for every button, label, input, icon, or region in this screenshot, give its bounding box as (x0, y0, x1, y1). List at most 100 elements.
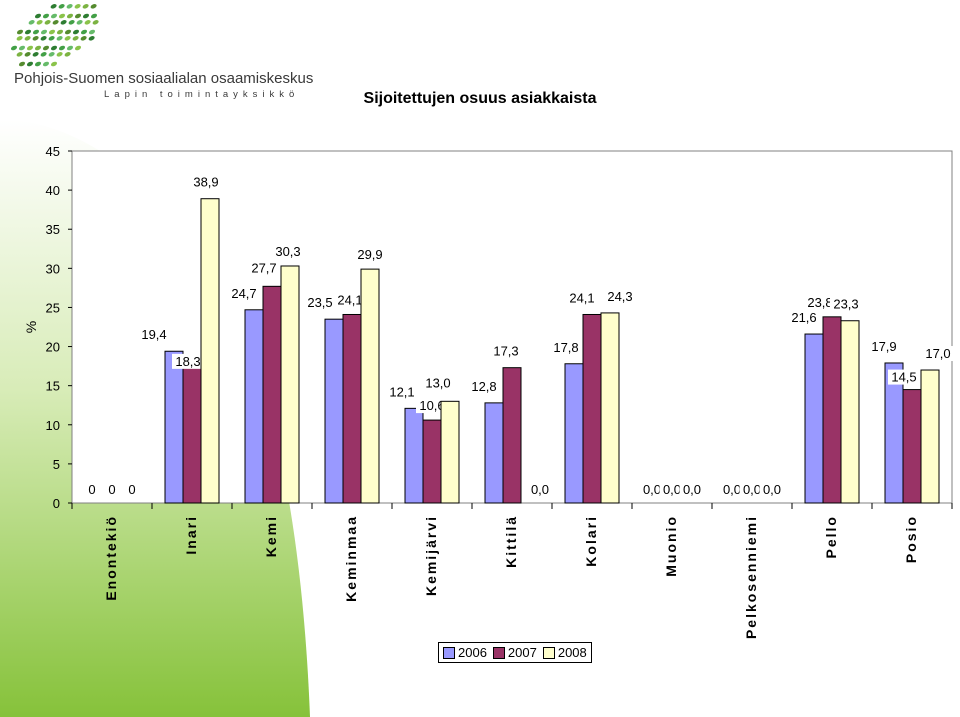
y-tick-label: 0 (53, 496, 60, 511)
legend-item-2006: 2006 (443, 645, 487, 660)
data-label-bg (526, 482, 554, 497)
data-label-bg (190, 174, 222, 190)
data-label-bg (416, 398, 448, 414)
data-label-bg (334, 292, 366, 308)
legend-item-2008: 2008 (542, 645, 587, 660)
y-tick-label: 25 (46, 300, 60, 315)
data-label-Posio-2008: 17,0 (925, 346, 950, 361)
category-label-Muonio: Muonio (663, 515, 679, 577)
logo-dots-icon (10, 4, 99, 67)
data-label-bg (804, 294, 836, 310)
data-label-bg (922, 346, 954, 362)
data-label-bg (739, 482, 765, 497)
logo-name: Pohjois-Suomen sosiaalialan osaamiskesku… (14, 70, 314, 87)
bar-Kemi-2008 (280, 265, 300, 504)
y-tick-label: 45 (46, 144, 60, 159)
data-label-Muonio-2008: 0,0 (683, 482, 701, 497)
data-label-bg (272, 243, 304, 259)
legend-label-2006: 2006 (458, 645, 487, 660)
data-label-Inari-2006: 19,4 (141, 327, 166, 342)
data-label-Inari-2008: 38,9 (193, 175, 218, 190)
bar-Inari-2008 (200, 198, 220, 504)
data-label-bg (86, 482, 98, 497)
data-label-Posio-2006: 17,9 (871, 339, 896, 354)
data-label-Kemi-2006: 24,7 (231, 286, 256, 301)
data-label-Posio-2007: 14,5 (891, 370, 916, 385)
category-label-Pelkosenniemi: Pelkosenniemi (743, 515, 759, 639)
bar-Kittilä-2007 (502, 367, 522, 504)
data-label-Pello-2008: 23,3 (833, 297, 858, 312)
data-label-bg (868, 338, 900, 354)
category-label-Kittilä: Kittilä (503, 515, 519, 568)
data-label-Kittilä-2006: 12,8 (471, 379, 496, 394)
data-label-Kemi-2008: 30,3 (275, 244, 300, 259)
bar-Posio-2007 (902, 389, 922, 504)
bar-Kemi-2007 (262, 285, 282, 504)
data-label-Keminmaa-2007: 24,1 (337, 292, 362, 307)
bar-Pello-2006 (804, 333, 824, 504)
legend-swatch-2008 (542, 646, 555, 659)
y-tick-label: 20 (46, 340, 60, 355)
y-tick-label: 10 (46, 418, 60, 433)
bar-Pello-2007 (822, 316, 842, 504)
data-label-bg (566, 290, 598, 306)
data-label-bg (304, 295, 336, 311)
bar-Kemijärvi-2007 (422, 419, 442, 504)
y-tick-label: 40 (46, 183, 60, 198)
chart-title: Sijoitettujen osuus asiakkaista (363, 90, 597, 107)
legend-label-2007: 2007 (507, 645, 537, 660)
data-label-Kemi-2007: 27,7 (251, 260, 276, 275)
chart-legend: 2006 2007 2008 (438, 642, 592, 663)
y-tick-label: 15 (46, 379, 60, 394)
category-label-Kolari: Kolari (583, 515, 599, 567)
category-label-Pello: Pello (823, 515, 839, 558)
data-label-Kittilä-2008: 0,0 (531, 482, 549, 497)
data-label-bg (386, 384, 418, 400)
data-label-bg (248, 260, 280, 276)
data-label-Enontekiö-2008: 0 (128, 482, 135, 497)
data-label-bg (126, 482, 138, 497)
bar-Kemi-2006 (244, 309, 264, 504)
data-label-bg (639, 482, 665, 497)
data-label-Muonio-2006: 0,0 (643, 482, 661, 497)
bar-Inari-2006 (164, 350, 184, 504)
data-label-bg (788, 310, 820, 326)
data-label-bg (172, 353, 204, 369)
bar-Posio-2008 (920, 369, 940, 504)
data-label-Kittilä-2007: 17,3 (493, 344, 518, 359)
bar-Inari-2007 (182, 359, 202, 504)
category-label-Enontekiö: Enontekiö (103, 515, 119, 601)
data-label-bg (604, 288, 636, 304)
legend-swatch-2007 (492, 646, 505, 659)
legend-label-2008: 2008 (557, 645, 587, 660)
bar-Keminmaa-2008 (360, 268, 380, 504)
data-label-bg (759, 482, 785, 497)
data-label-bg (468, 378, 500, 394)
data-label-bg (490, 343, 522, 359)
data-label-Keminmaa-2008: 29,9 (357, 247, 382, 262)
data-label-Keminmaa-2006: 23,5 (307, 295, 332, 310)
bar-Kolari-2008 (600, 312, 620, 504)
data-label-bg (422, 375, 454, 391)
category-label-Kemijärvi: Kemijärvi (423, 515, 439, 596)
legend-item-2007: 2007 (492, 645, 537, 660)
y-axis-label: % (23, 321, 39, 333)
data-label-bg (354, 247, 386, 263)
data-label-bg (138, 327, 170, 343)
data-label-Inari-2007: 18,3 (175, 354, 200, 369)
data-label-Pello-2007: 23,8 (807, 295, 832, 310)
category-label-Inari: Inari (183, 515, 199, 555)
legend-swatch-2006 (443, 646, 455, 659)
data-label-bg (888, 369, 920, 385)
data-label-bg (550, 339, 582, 355)
data-label-Kolari-2008: 24,3 (607, 289, 632, 304)
data-label-bg (106, 482, 118, 497)
data-label-Pelkosenniemi-2006: 0,0 (723, 482, 741, 497)
data-label-Pelkosenniemi-2007: 0,0 (743, 482, 761, 497)
data-label-bg (659, 482, 685, 497)
data-label-Pello-2006: 21,6 (791, 310, 816, 325)
logo-subtitle: Lapin toimintayksikkö (104, 89, 300, 100)
bar-Kolari-2007 (582, 313, 602, 504)
data-label-Kemijärvi-2008: 13,0 (425, 375, 450, 390)
